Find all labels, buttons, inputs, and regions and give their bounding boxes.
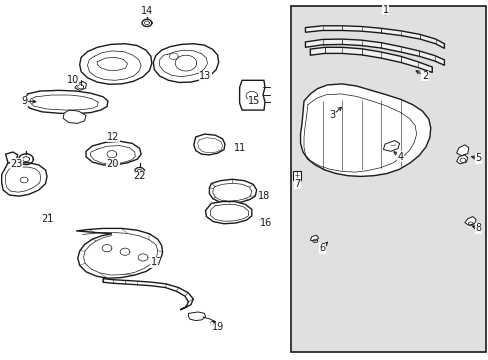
Text: 11: 11 [233, 143, 245, 153]
Text: 7: 7 [293, 179, 300, 189]
Polygon shape [75, 81, 86, 90]
Text: 13: 13 [199, 71, 211, 81]
Polygon shape [383, 140, 399, 151]
Polygon shape [456, 145, 468, 156]
Text: 15: 15 [247, 96, 260, 106]
Polygon shape [456, 155, 467, 164]
Polygon shape [209, 179, 256, 203]
Text: 16: 16 [260, 218, 272, 228]
Polygon shape [305, 39, 444, 65]
Polygon shape [76, 228, 162, 278]
Polygon shape [63, 110, 86, 123]
Text: 6: 6 [319, 243, 325, 253]
Text: 17: 17 [150, 257, 163, 267]
Text: 18: 18 [257, 191, 269, 201]
Text: 5: 5 [474, 153, 481, 163]
Text: 20: 20 [106, 159, 119, 169]
Bar [290, 6, 485, 352]
Polygon shape [80, 44, 152, 84]
Text: 22: 22 [133, 171, 145, 181]
Text: 21: 21 [41, 215, 53, 224]
Text: 14: 14 [141, 6, 153, 17]
Polygon shape [24, 90, 108, 114]
Text: 3: 3 [328, 111, 335, 121]
Text: 8: 8 [474, 224, 481, 233]
Polygon shape [305, 26, 444, 48]
Polygon shape [239, 80, 264, 110]
Polygon shape [310, 235, 318, 241]
Text: 23: 23 [11, 159, 23, 169]
Text: 19: 19 [211, 322, 224, 332]
Polygon shape [1, 163, 47, 196]
Text: 2: 2 [421, 71, 427, 81]
Polygon shape [193, 134, 224, 155]
Polygon shape [464, 217, 475, 225]
Polygon shape [205, 202, 251, 224]
Polygon shape [153, 44, 218, 82]
Text: 1: 1 [382, 5, 388, 15]
Polygon shape [103, 279, 193, 310]
Text: 10: 10 [66, 75, 79, 85]
Bar [293, 171, 301, 180]
Text: 12: 12 [106, 132, 119, 142]
Polygon shape [300, 84, 430, 176]
Polygon shape [310, 47, 431, 72]
Text: 9: 9 [21, 96, 27, 106]
Polygon shape [86, 141, 141, 165]
Text: 4: 4 [397, 152, 403, 162]
